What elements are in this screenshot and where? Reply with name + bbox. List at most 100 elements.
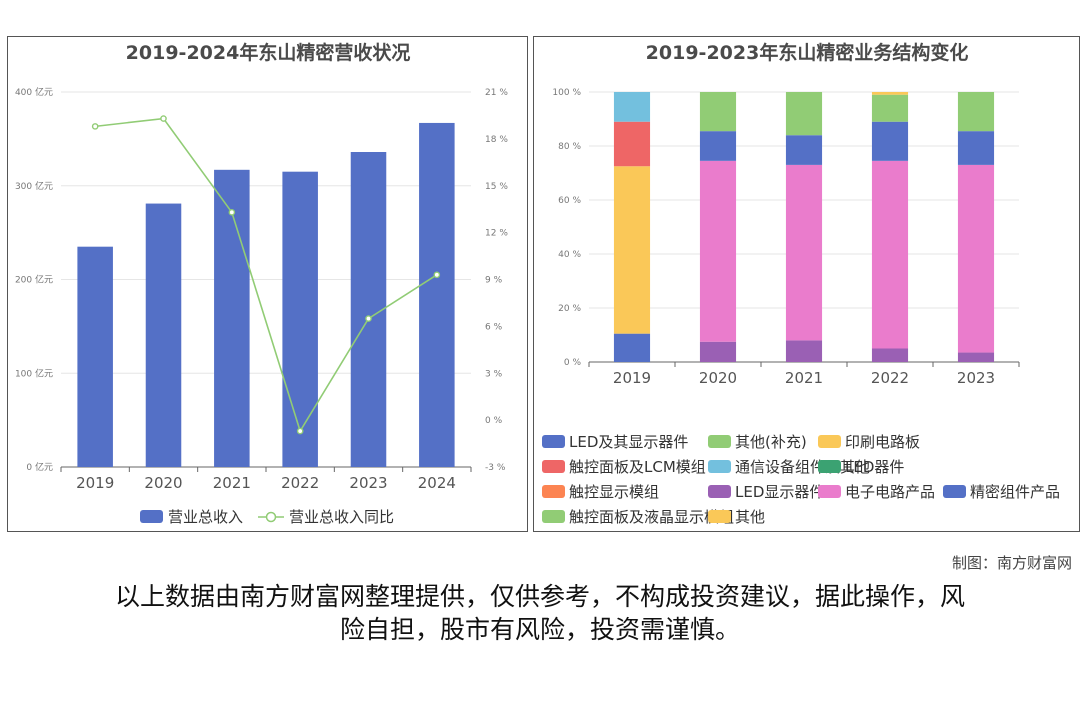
revenue-bar [145,203,182,467]
y2-tick-label: 21 % [485,88,508,98]
x-tick-label: 2022 [871,369,909,387]
y-tick-label: 20 % [558,304,581,314]
revenue-bar [419,122,455,467]
y-tick-label: 0 亿元 [26,461,53,473]
stack-segment [785,164,823,341]
legend-label: 精密组件产品 [970,483,1060,501]
stack-segment [957,164,995,353]
x-tick-label: 2022 [281,474,319,492]
y2-tick-label: 18 % [485,135,508,145]
y-tick-label: 80 % [558,142,581,152]
yoy-point [228,209,236,216]
stack-segment [871,348,909,362]
legend-swatch [818,485,841,498]
yoy-point [160,115,167,122]
structure-chart-panel: 2019-2023年东山精密业务结构变化 0 % 20 % 40 % 60 % 80 %… [533,36,1080,532]
legend-swatch [542,485,565,498]
stack-segment [613,166,651,334]
legend-swatch [818,435,841,448]
x-tick-label: 2023 [957,369,995,387]
yoy-point [91,123,99,130]
yoy-line [95,117,438,433]
legend-label: LED显示器件 [735,483,824,501]
revenue-chart-title: 2019-2024年东山精密营收状况 [126,41,411,64]
y-tick-label: 200 亿元 [15,274,53,286]
legend-swatch [542,435,565,448]
stack-segment [785,135,823,165]
legend-swatch [542,460,565,473]
revenue-bar [77,246,113,467]
stack-segment [613,121,651,167]
disclaimer-line-1: 以上数据由南方财富网整理提供，仅供参考，不构成投资建议，据此操作，风 [114,582,965,611]
y2-tick-label: 6 % [485,322,503,332]
x-tick-label: 2021 [785,369,823,387]
x-tick-label: 2020 [144,474,182,492]
disclaimer: 以上数据由南方财富网整理提供，仅供参考，不构成投资建议，据此操作，风 险自担，股… [60,580,1020,646]
legend-swatch [708,460,731,473]
stack-segment [699,92,737,132]
x-tick-label: 2021 [213,474,251,492]
legend-swatch [708,485,731,498]
legend-label: 触控显示模组 [569,483,659,501]
legend-swatch [708,510,731,523]
legend-label: 印刷电路板 [845,433,920,451]
y2-tick-label: 3 % [485,369,503,379]
stack-segment [871,121,909,161]
y2-tick-label: -3 % [485,463,506,473]
y-tick-label: 100 % [552,88,581,98]
legend-swatch-revenue [140,510,163,523]
stack-segment [957,352,995,362]
stack-segment [871,94,909,122]
legend-swatch [708,435,731,448]
stack-segment [613,92,651,122]
y-tick-label: 400 亿元 [15,86,53,98]
y-tick-label: 40 % [558,250,581,260]
legend-label: 其他(补充) [735,433,807,451]
legend-swatch [542,510,565,523]
x-tick-label: 2023 [349,474,387,492]
legend-label: 其他 [735,508,765,526]
revenue-chart: 2019-2024年东山精密营收状况 0 亿元 100 亿元 200 亿元 300 亿… [15,41,508,526]
revenue-bar [214,169,250,467]
stack-segment [699,341,737,362]
x-tick-label: 2019 [76,474,114,492]
y-tick-label: 300 亿元 [15,180,53,192]
legend-label: LED器件 [845,458,904,476]
y2-tick-label: 0 % [485,416,503,426]
legend-label: LED及其显示器件 [569,433,688,451]
x-tick-label: 2024 [418,474,456,492]
y2-tick-label: 12 % [485,229,508,239]
legend-label: 电子电路产品 [845,483,935,501]
structure-chart: 2019-2023年东山精密业务结构变化 0 % 20 % 40 % 60 % 80 %… [542,41,1060,526]
legend-label-revenue: 营业总收入 [168,508,243,526]
legend-label-yoy: 营业总收入同比 [289,508,394,526]
legend-swatch [818,460,841,473]
revenue-bar [350,152,387,467]
legend-swatch-yoy-point [265,511,277,523]
stack-segment [785,92,823,136]
stack-segment [957,92,995,132]
revenue-bar [282,171,318,467]
y2-tick-label: 15 % [485,182,508,192]
stack-segment [871,160,909,349]
stack-segment [613,333,651,362]
yoy-point [365,315,372,322]
x-tick-label: 2020 [699,369,737,387]
chart-credit: 制图：南方财富网 [951,554,1072,572]
legend-label: 触控面板及液晶显示模组 [569,508,734,526]
stack-segment [871,92,909,95]
yoy-point [296,427,304,435]
y-tick-label: 60 % [558,196,581,206]
stack-segment [957,131,995,165]
y2-tick-label: 9 % [485,276,503,286]
yoy-point [433,271,441,279]
disclaimer-line-2: 险自担，股市有风险，投资需谨慎。 [339,615,740,644]
y-tick-label: 100 亿元 [15,367,53,379]
y-tick-label: 0 % [564,358,582,368]
structure-chart-title: 2019-2023年东山精密业务结构变化 [646,41,969,64]
stack-segment [699,160,737,342]
stack-segment [699,131,737,161]
stack-segment [785,340,823,362]
legend-label: 触控面板及LCM模组 [569,458,706,476]
legend-swatch [943,485,966,498]
